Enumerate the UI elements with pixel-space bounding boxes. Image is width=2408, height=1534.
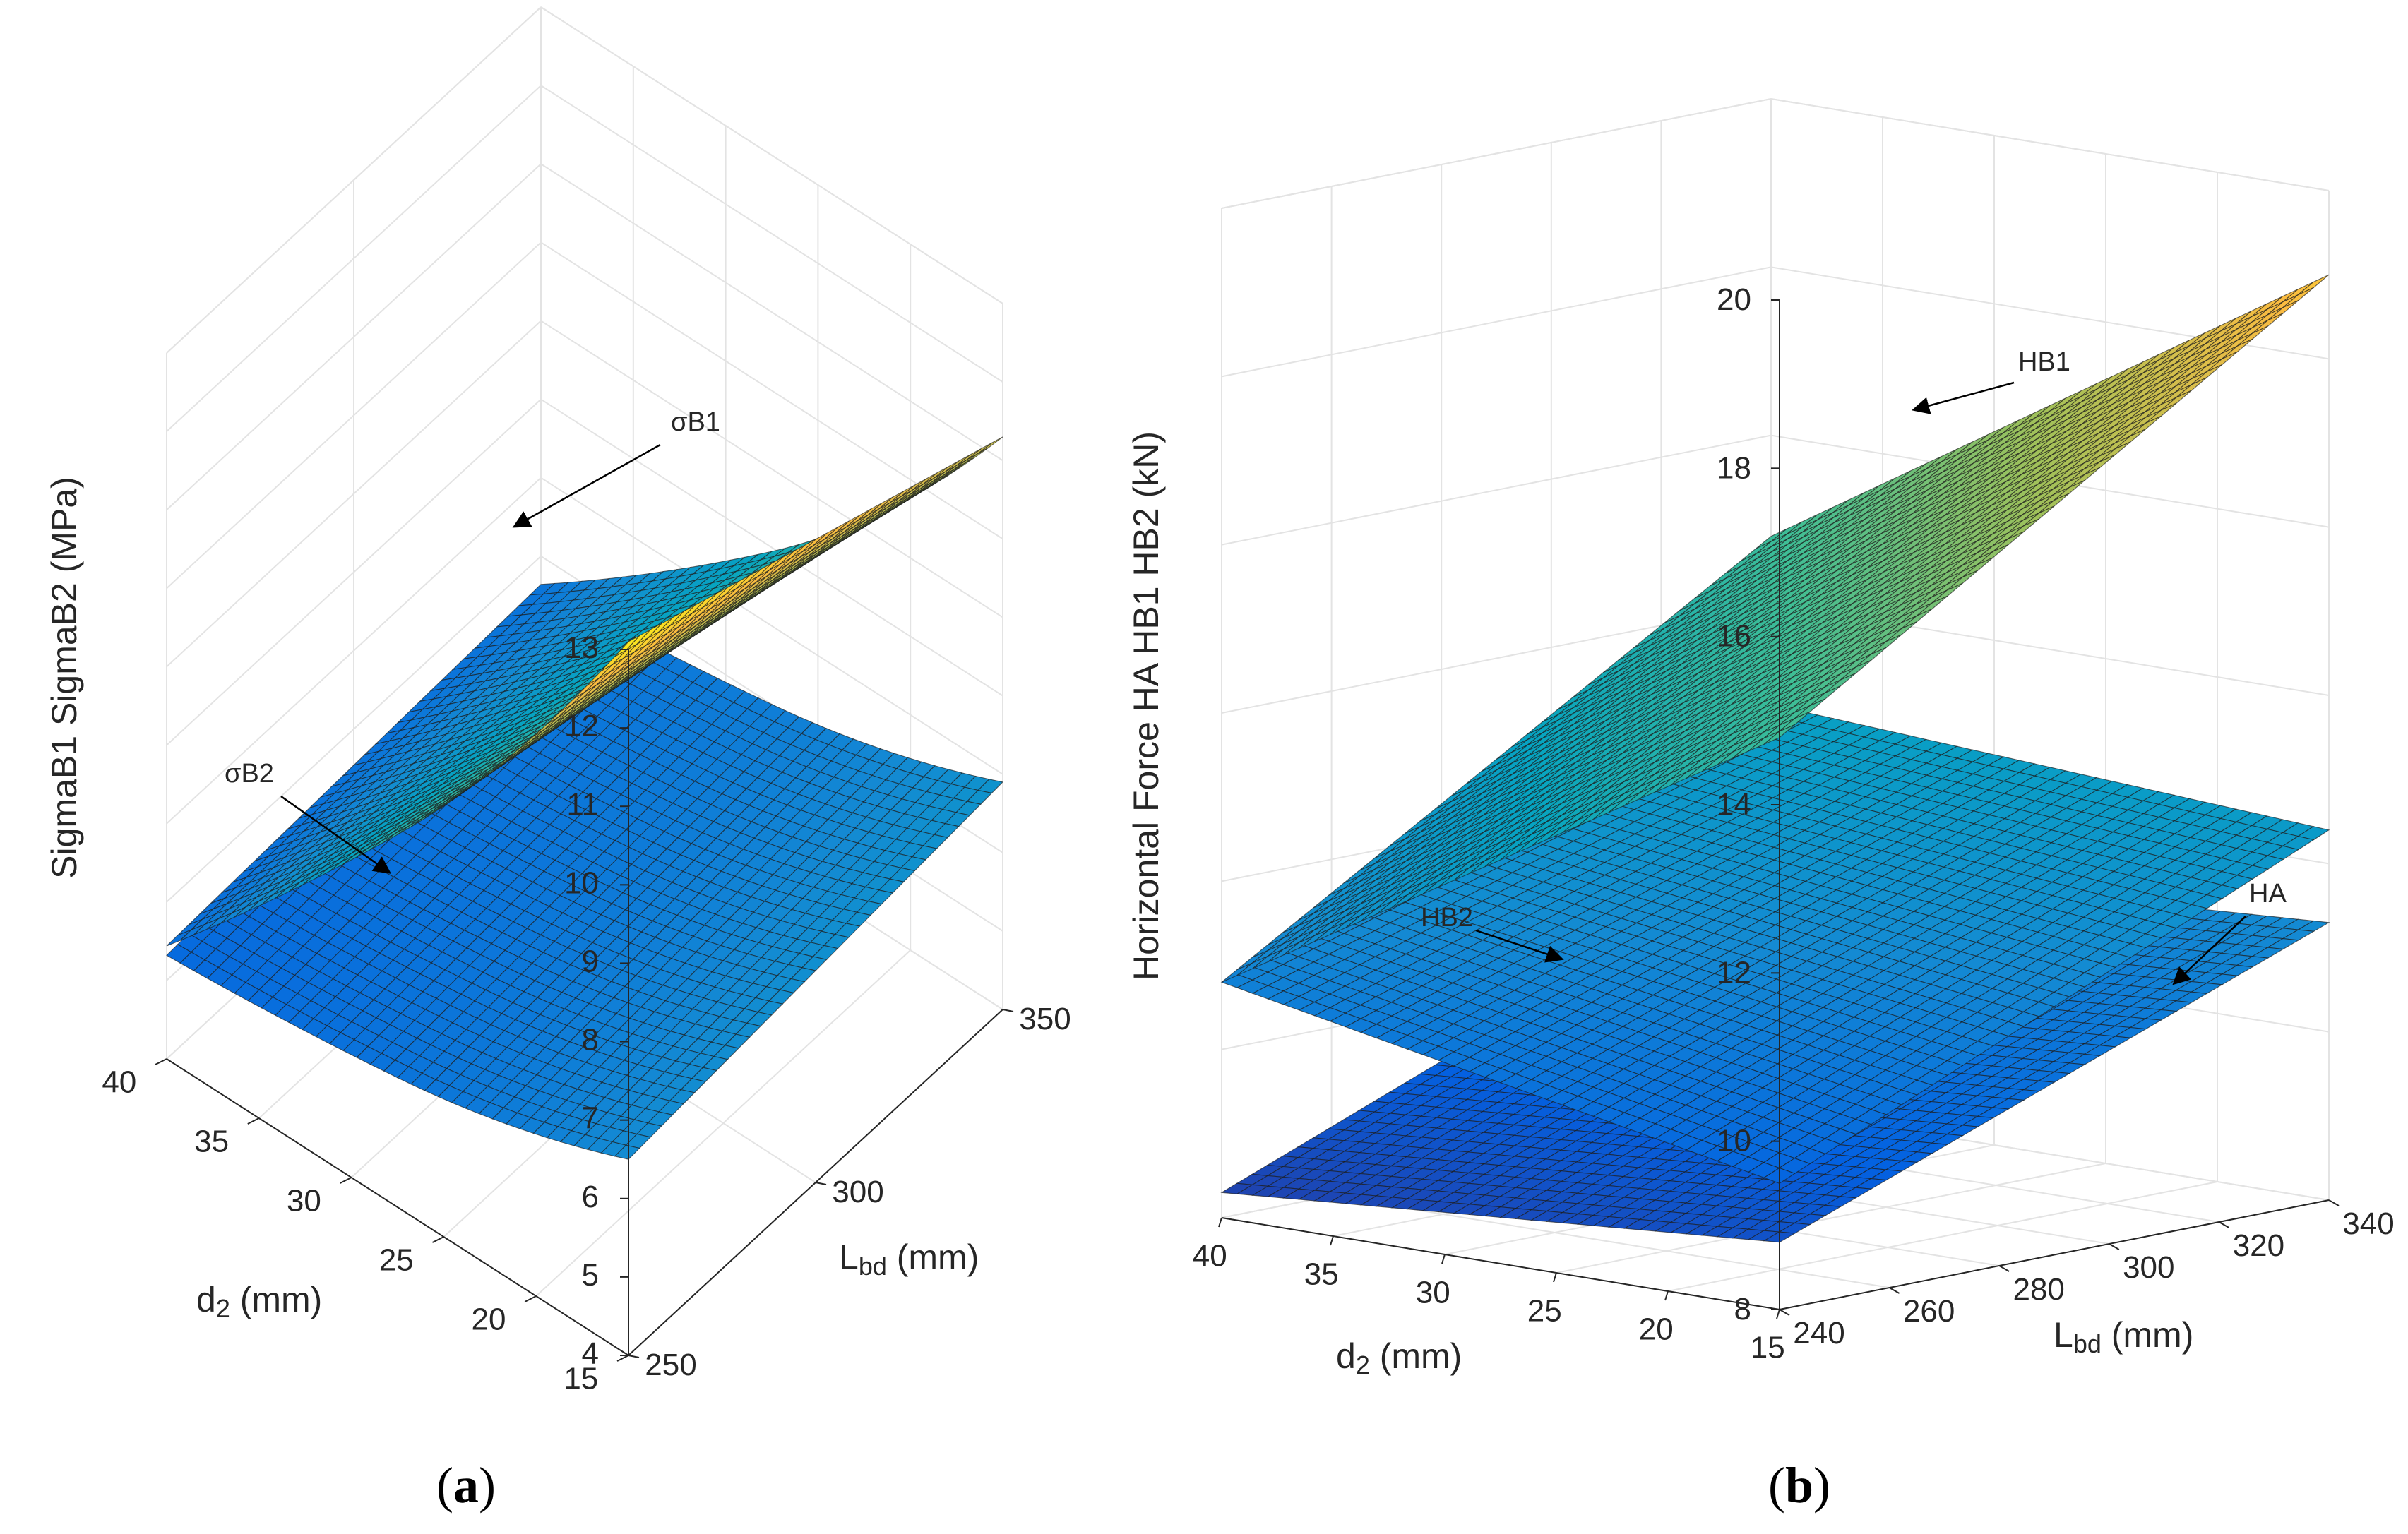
x-tick-label: 20 — [472, 1302, 506, 1337]
z-tick-label: 7 — [582, 1101, 599, 1136]
panel-a-surfaces — [166, 436, 1004, 1160]
z-tick-label: 5 — [582, 1258, 599, 1293]
side-wall-gridline — [540, 398, 1003, 697]
z-tick-label: 4 — [582, 1336, 599, 1371]
panel-b-surfaces — [1220, 274, 2330, 1243]
side-wall-gridline — [540, 163, 1003, 462]
y-tick-label: 250 — [645, 1348, 696, 1382]
x-tick-label: 40 — [102, 1065, 136, 1100]
x-tick-mark — [155, 1058, 167, 1065]
z-tick-label: 11 — [566, 787, 599, 822]
z-tick-label: 6 — [582, 1180, 599, 1214]
y-tick-label: 300 — [832, 1175, 883, 1209]
x-tick-mark — [524, 1295, 537, 1302]
box-edge — [166, 6, 542, 354]
z-tick-label: 12 — [564, 709, 599, 743]
z-tick-label: 10 — [564, 865, 599, 900]
side-wall-gridline — [540, 241, 1003, 540]
y-tick-mark — [815, 1182, 827, 1185]
side-wall-gridline — [540, 320, 1003, 618]
x-tick-mark — [247, 1117, 260, 1125]
panel-a-xlabel: d2 (mm) — [196, 1280, 322, 1323]
surface-patch-HB1 — [2298, 274, 2330, 296]
annotation-label: σB2 — [225, 759, 274, 789]
x-tick-mark — [340, 1177, 352, 1184]
z-tick-label: 9 — [582, 944, 599, 978]
panel-a-zlabel: SigmaB1 SigmaB2 (MPa) — [44, 477, 84, 879]
x-tick-mark — [431, 1236, 444, 1243]
panel-a-ylabel: Lbd (mm) — [839, 1238, 979, 1281]
y-tick-label: 350 — [1019, 1002, 1071, 1036]
panel-a-label: (a) — [436, 1457, 496, 1514]
side-wall-gridline — [540, 85, 1003, 383]
side-wall-gridline — [540, 477, 1003, 775]
back-wall-gridline — [1221, 266, 1772, 378]
chart-panel-b: 1520253035402402602803003203408101214161… — [1126, 98, 2395, 1514]
box-edge — [1770, 98, 2330, 191]
x-tick-mark — [616, 1355, 629, 1362]
y-tick-mark — [628, 1355, 640, 1358]
box-edge — [540, 6, 1003, 304]
back-wall-gridline — [1221, 434, 1772, 546]
z-tick-label: 13 — [564, 630, 599, 665]
z-tick-label: 8 — [582, 1023, 599, 1057]
annotation-arrow — [512, 443, 661, 528]
y-tick-mark — [1002, 1009, 1014, 1012]
x-tick-label: 30 — [287, 1184, 321, 1218]
x-tick-label: 35 — [194, 1125, 229, 1159]
annotation-label: σB1 — [671, 407, 720, 437]
x-tick-label: 25 — [379, 1243, 414, 1278]
box-edge — [1221, 98, 1772, 209]
